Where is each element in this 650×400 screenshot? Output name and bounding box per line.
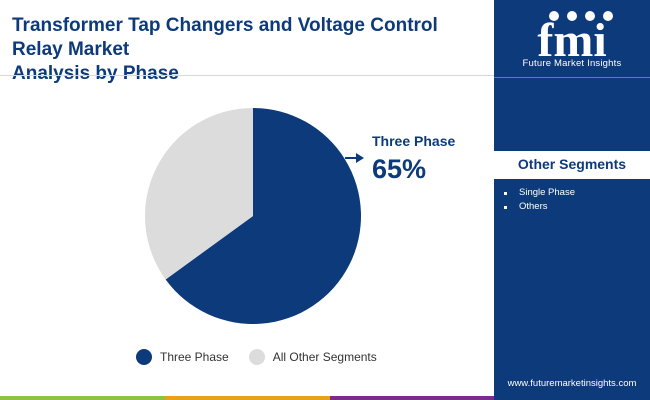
- callout-label: Three Phase: [372, 133, 456, 149]
- chart-title-line-2: Analysis by Phase: [12, 63, 179, 84]
- bottom-bar-segment: [330, 396, 494, 400]
- other-segments-header: [494, 151, 650, 179]
- logo-letters: fmi: [537, 14, 606, 67]
- sidebar: fmi Future Market Insights Other Segment…: [494, 0, 650, 400]
- list-item: Single Phase: [504, 186, 575, 200]
- bottom-bar-segment: [165, 396, 330, 400]
- logo-dot-icon: [585, 11, 595, 21]
- bullet-icon: [504, 205, 507, 209]
- bottom-bar-segment: [494, 396, 650, 400]
- logo-dot-icon: [603, 11, 613, 21]
- legend-item-other-segments: All Other Segments: [248, 349, 377, 365]
- legend-label-other-segments: All Other Segments: [272, 350, 377, 364]
- segment-label-others: Others: [519, 201, 548, 212]
- callout-value: 65%: [372, 154, 427, 184]
- website-link[interactable]: www.futuremarketinsights.com: [507, 378, 637, 389]
- chart-title: Transformer Tap Changers and Voltage Con…: [12, 14, 492, 86]
- chart-title-line-1: Transformer Tap Changers and Voltage Con…: [12, 15, 438, 60]
- logo-separator: [494, 77, 650, 78]
- logo-dot-icon: [567, 11, 577, 21]
- pie-slice-all-other-segments: [145, 108, 253, 280]
- legend-swatch-other-segments: [248, 349, 265, 365]
- bottom-color-bar: [0, 396, 650, 400]
- legend-label-three-phase: Three Phase: [160, 350, 229, 364]
- pie-slice-three-phase: [165, 108, 361, 325]
- other-segments-list: Single Phase Others: [504, 186, 575, 214]
- title-divider: [0, 75, 494, 76]
- legend-item-three-phase: Three Phase: [136, 349, 229, 365]
- chart-legend: Three Phase All Other Segments: [136, 349, 397, 365]
- pie-slices: [145, 108, 361, 325]
- logo-dot-icon: [549, 11, 559, 21]
- fmi-logo: fmi: [537, 11, 613, 67]
- other-segments-title: Other Segments: [517, 156, 627, 172]
- bottom-bar-segment: [0, 396, 165, 400]
- list-item: Others: [504, 200, 575, 214]
- callout-arrow: [345, 153, 364, 163]
- pie-chart: [145, 108, 364, 325]
- bullet-icon: [504, 191, 507, 195]
- logo-text: Future Market Insights: [522, 58, 622, 69]
- segment-label-single-phase: Single Phase: [519, 187, 575, 198]
- legend-swatch-three-phase: [136, 349, 152, 365]
